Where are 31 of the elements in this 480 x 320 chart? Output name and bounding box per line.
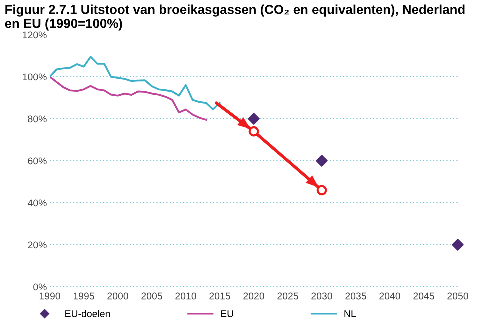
- x-tick-label: 2050: [448, 292, 468, 300]
- chart-title: Figuur 2.7.1 Uitstoot van broeikasgassen (CO₂ en equivalenten), Nederland en EU (1990=100%): [5, 4, 465, 31]
- x-tick-label: 2020: [244, 292, 264, 300]
- x-tick-label: 1995: [74, 292, 94, 300]
- line-series: [50, 76, 208, 121]
- x-tick-label: 2000: [108, 292, 128, 300]
- point: [316, 155, 328, 167]
- point: [316, 185, 328, 196]
- y-tick-label: 0%: [34, 284, 47, 291]
- x-tick-label: 2030: [312, 292, 332, 300]
- x-tick-label: 2005: [142, 292, 162, 300]
- x-tick-label: 2045: [414, 292, 434, 300]
- y-tick-label: 60%: [28, 158, 47, 165]
- legend-label: EU: [221, 310, 234, 318]
- x-tick-label: 2025: [278, 292, 298, 300]
- x-tick-label: 2040: [380, 292, 400, 300]
- y-tick-label: 20%: [28, 242, 47, 249]
- x-tick-label: 2010: [176, 292, 196, 300]
- x-tick-label: 2035: [346, 292, 366, 300]
- y-tick-label: 100%: [23, 74, 47, 81]
- y-tick-label: 40%: [28, 200, 47, 207]
- x-tick-label: 1990: [40, 292, 60, 300]
- y-tick-label: 120%: [23, 32, 47, 39]
- legend-label: EU-doelen: [66, 310, 110, 318]
- point: [248, 113, 260, 125]
- y-tick-label: 80%: [28, 116, 47, 123]
- x-tick-label: 2015: [210, 292, 230, 300]
- point: [248, 126, 260, 137]
- point: [452, 239, 464, 251]
- line-series: [50, 56, 221, 110]
- legend-label: NL: [344, 310, 356, 318]
